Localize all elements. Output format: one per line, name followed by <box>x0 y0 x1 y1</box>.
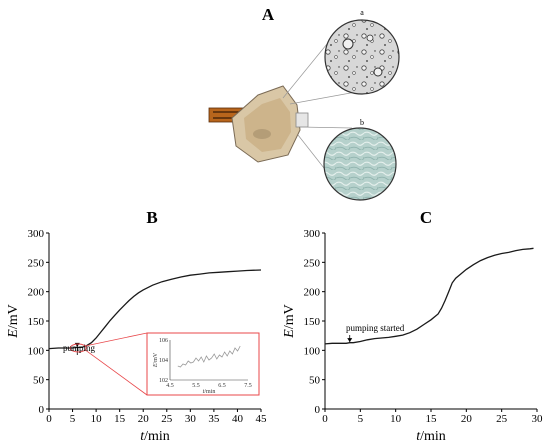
chart-b-x-tick-label: 25 <box>161 413 173 425</box>
chart-c-x-tick-label: 15 <box>426 413 438 425</box>
chart-c-y-tick-label: 300 <box>304 228 321 240</box>
chart-b-x-axis-label: t/min <box>140 429 170 444</box>
zoom-circle-b: b <box>323 118 397 201</box>
inset-connector-top <box>85 332 148 347</box>
chart-c-y-tick-label: 50 <box>309 375 321 387</box>
zoom-line-a-bottom <box>289 91 357 105</box>
chart-b-x-tick-label: 30 <box>185 413 197 425</box>
inset-y-axis-label: E/mV <box>153 352 159 368</box>
chart-b-y-tick-label: 0 <box>39 404 45 416</box>
inset-series-line <box>177 345 241 368</box>
inset-x-tick-label: 5.5 <box>192 383 200 389</box>
chart-b-y-tick-label: 50 <box>33 375 45 387</box>
zoom-label-a: a <box>360 8 364 17</box>
chart-b-y-tick-label: 150 <box>28 316 45 328</box>
sensor-device-photo <box>208 85 309 163</box>
chart-c-y-tick-label: 250 <box>304 257 321 269</box>
chart-c-x-tick-label: 10 <box>390 413 402 425</box>
chart-c-y-axis-label: E/mV <box>282 304 297 338</box>
chart-c-x-tick-label: 0 <box>322 413 328 425</box>
inset-y-tick-label: 106 <box>159 338 168 344</box>
chart-c-x-tick-label: 20 <box>461 413 473 425</box>
chart-c-x-tick-label: 30 <box>532 413 544 425</box>
inset-y-tick-label: 102 <box>159 378 168 384</box>
chart-b-y-tick-label: 100 <box>28 345 45 357</box>
pumping-annotation: pumping <box>63 343 96 353</box>
zoom-ellipse <box>69 343 87 353</box>
inset-x-tick-label: 4.5 <box>166 383 174 389</box>
chart-b-x-tick-label: 35 <box>208 413 220 425</box>
pumping-started-arrowhead <box>347 338 353 343</box>
panel-b: B 0 5 10 15 20 25 30 35 40 45 0 50 100 150 200 250 300 t/… <box>6 208 267 444</box>
chart-b-x-tick-label: 45 <box>256 413 268 425</box>
chart-b-x-tick-label: 10 <box>91 413 103 425</box>
panel-a-letter: A <box>262 5 275 24</box>
chart-b-x-tick-label: 15 <box>114 413 126 425</box>
chart-c-y-tick-label: 200 <box>304 287 321 299</box>
chart-b: 0 5 10 15 20 25 30 35 40 45 0 50 100 150 200 250 300 t/mi… <box>6 228 267 444</box>
chart-b-x-tick-label: 5 <box>70 413 76 425</box>
chart-b-x-tick-label: 20 <box>138 413 150 425</box>
chart-b-series-line <box>48 269 262 350</box>
panel-c: C 0 5 10 15 20 25 30050100150200250300t/minE/m… <box>282 208 543 444</box>
inset-x-axis-label: t/min <box>203 389 216 395</box>
panel-c-letter: C <box>420 208 432 227</box>
zoom-line-b-top <box>299 126 353 129</box>
chart-c-series-line <box>324 247 534 345</box>
chart-c-y-tick-label: 150 <box>304 316 321 328</box>
inset-x-tick-label: 6.5 <box>218 383 226 389</box>
chart-c-y-tick-label: 100 <box>304 345 321 357</box>
panel-a: A a <box>208 5 400 201</box>
inset-x-tick-label: 7.5 <box>244 383 252 389</box>
chart-c-y-tick-label: 0 <box>315 404 321 416</box>
panel-b-letter: B <box>146 208 157 227</box>
chart-b-x-tick-label: 40 <box>232 413 244 425</box>
chart-b-y-tick-label: 300 <box>28 228 45 240</box>
inset-connector-bottom <box>84 349 148 396</box>
chart-b-y-tick-label: 250 <box>28 257 45 269</box>
chart-c-x-axis-label: t/min <box>416 429 446 444</box>
zoom-label-b: b <box>360 118 364 127</box>
chart-b-x-tick-label: 0 <box>46 413 52 425</box>
chart-b-y-axis-label: E/mV <box>6 304 21 338</box>
inset-y-tick-label: 104 <box>159 358 168 364</box>
zoom-circle-a: a <box>324 8 400 95</box>
chart-b-y-tick-label: 200 <box>28 287 45 299</box>
pumping-started-annotation: pumping started <box>346 323 405 333</box>
chart-c-x-tick-label: 5 <box>358 413 364 425</box>
chart-c-x-tick-label: 25 <box>496 413 508 425</box>
inset-frame <box>146 332 260 396</box>
